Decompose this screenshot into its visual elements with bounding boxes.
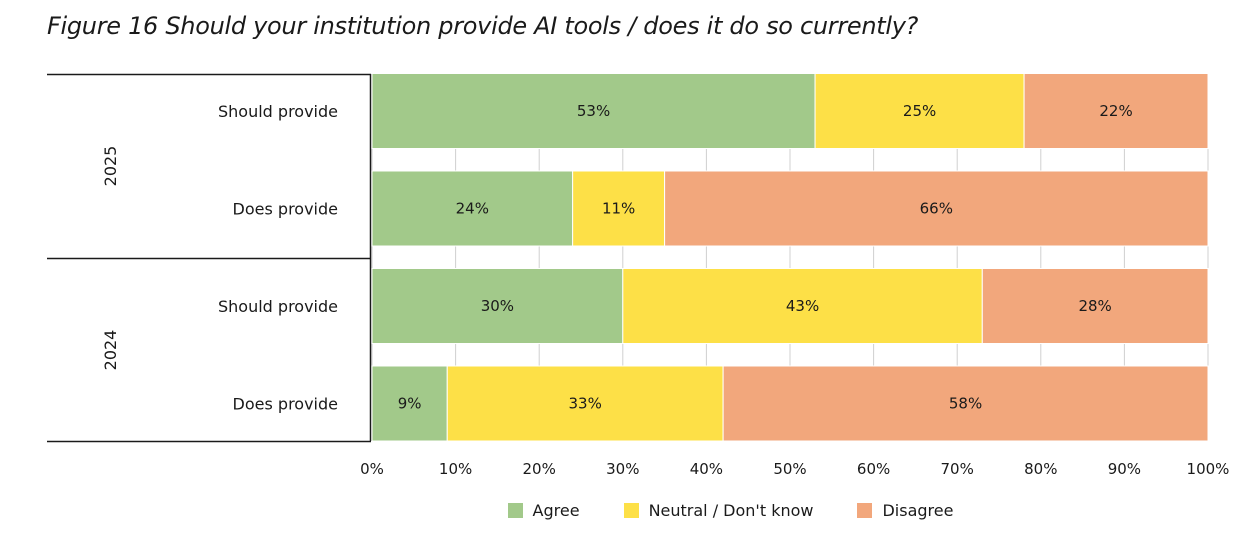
data-label: 22% xyxy=(1099,102,1132,120)
data-label: 25% xyxy=(903,102,936,120)
bar-segment xyxy=(981,268,1209,344)
category-label: Does provide xyxy=(233,200,338,219)
legend-item-neutral: Neutral / Don't know xyxy=(623,501,814,520)
bar-segment xyxy=(446,365,724,442)
bar-segment xyxy=(664,170,1209,247)
data-label: 53% xyxy=(577,102,610,120)
category-label: Should provide xyxy=(218,102,338,121)
x-tick-label: 0% xyxy=(360,460,384,478)
legend-item-agree: Agree xyxy=(507,501,580,520)
bar-segment xyxy=(572,170,666,247)
data-label: 24% xyxy=(456,200,489,218)
group-label: 2024 xyxy=(101,330,120,371)
x-tick-label: 30% xyxy=(606,460,639,478)
x-tick-label: 20% xyxy=(523,460,556,478)
legend: Agree Neutral / Don't know Disagree xyxy=(0,501,1256,520)
legend-item-disagree: Disagree xyxy=(857,501,953,520)
category-label: Does provide xyxy=(233,395,338,414)
x-tick-label: 100% xyxy=(1187,460,1230,478)
data-label: 30% xyxy=(481,297,514,315)
group-label: 2025 xyxy=(101,146,120,187)
legend-label-disagree: Disagree xyxy=(882,501,954,520)
legend-swatch-neutral xyxy=(623,503,639,518)
legend-label-neutral: Neutral / Don't know xyxy=(648,501,814,520)
x-tick-label: 50% xyxy=(773,460,806,478)
x-tick-label: 10% xyxy=(439,460,472,478)
bar-segment xyxy=(622,268,983,344)
bar-segment xyxy=(722,365,1209,442)
category-label: Should provide xyxy=(218,297,338,316)
data-label: 58% xyxy=(949,395,982,413)
data-label: 43% xyxy=(786,297,819,315)
x-tick-label: 80% xyxy=(1024,460,1057,478)
data-label: 11% xyxy=(602,200,635,218)
chart-title: Figure 16 Should your institution provid… xyxy=(47,12,919,40)
x-tick-label: 40% xyxy=(690,460,723,478)
legend-swatch-disagree xyxy=(857,503,873,518)
bar-segment xyxy=(371,268,624,344)
data-label: 9% xyxy=(398,395,422,413)
x-tick-label: 60% xyxy=(857,460,890,478)
legend-label-agree: Agree xyxy=(532,501,580,520)
data-label: 33% xyxy=(569,395,602,413)
legend-swatch-agree xyxy=(507,503,523,518)
bar-segment xyxy=(1023,73,1209,149)
bar-segment xyxy=(371,365,448,442)
data-label: 66% xyxy=(920,200,953,218)
data-label: 28% xyxy=(1078,297,1111,315)
x-tick-label: 90% xyxy=(1108,460,1141,478)
x-tick-label: 70% xyxy=(941,460,974,478)
